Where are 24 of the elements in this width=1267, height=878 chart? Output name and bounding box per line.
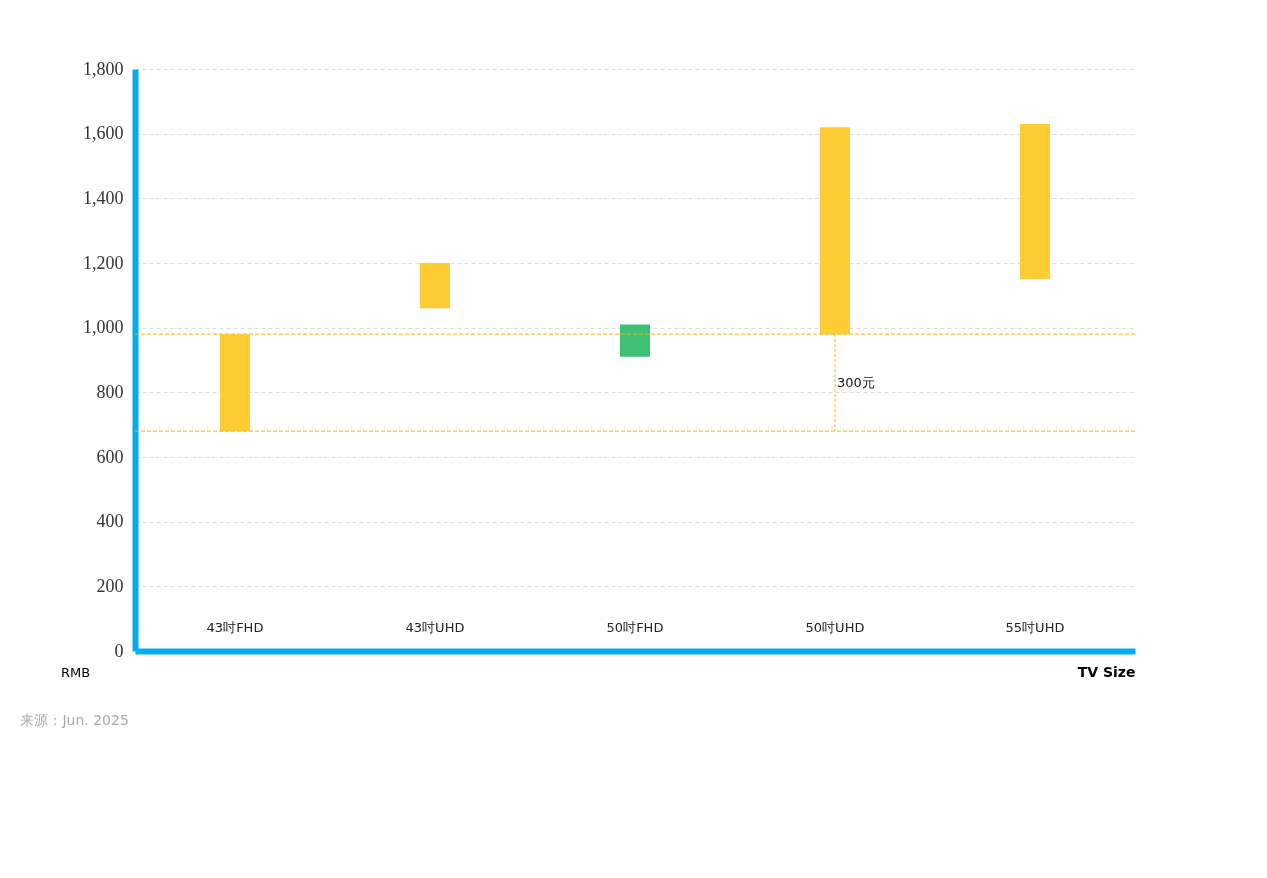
- x-tick-label: 43吋FHD: [206, 619, 264, 635]
- y-tick-label: 600: [96, 446, 124, 467]
- y-tick-label: 1,400: [83, 187, 124, 208]
- y-tick-label: 1,800: [83, 58, 124, 79]
- x-axis-title: TV Size: [1077, 663, 1136, 680]
- y-tick-label: 1,000: [83, 317, 124, 338]
- bar: [420, 263, 450, 309]
- y-tick-label: 0: [114, 640, 124, 661]
- x-tick-label: 55吋UHD: [1005, 619, 1065, 635]
- bar: [820, 127, 850, 335]
- y-tick-label: 800: [96, 381, 124, 402]
- x-tick-label: 50吋FHD: [606, 619, 664, 635]
- x-tick-label: 50吋UHD: [805, 619, 865, 635]
- annotation: 300元: [837, 374, 875, 390]
- source-note: 来源：Jun. 2025: [20, 712, 129, 728]
- y-tick-label: 400: [96, 511, 124, 532]
- y-tick-label: 1,200: [83, 252, 124, 273]
- bar: [620, 324, 650, 357]
- y-axis-title: RMB: [60, 664, 91, 680]
- y-tick-label: 200: [96, 575, 124, 596]
- y-tick-label: 1,600: [83, 123, 124, 144]
- bar: [1020, 123, 1050, 280]
- x-tick-label: 43吋UHD: [405, 619, 465, 635]
- bar: [220, 334, 250, 432]
